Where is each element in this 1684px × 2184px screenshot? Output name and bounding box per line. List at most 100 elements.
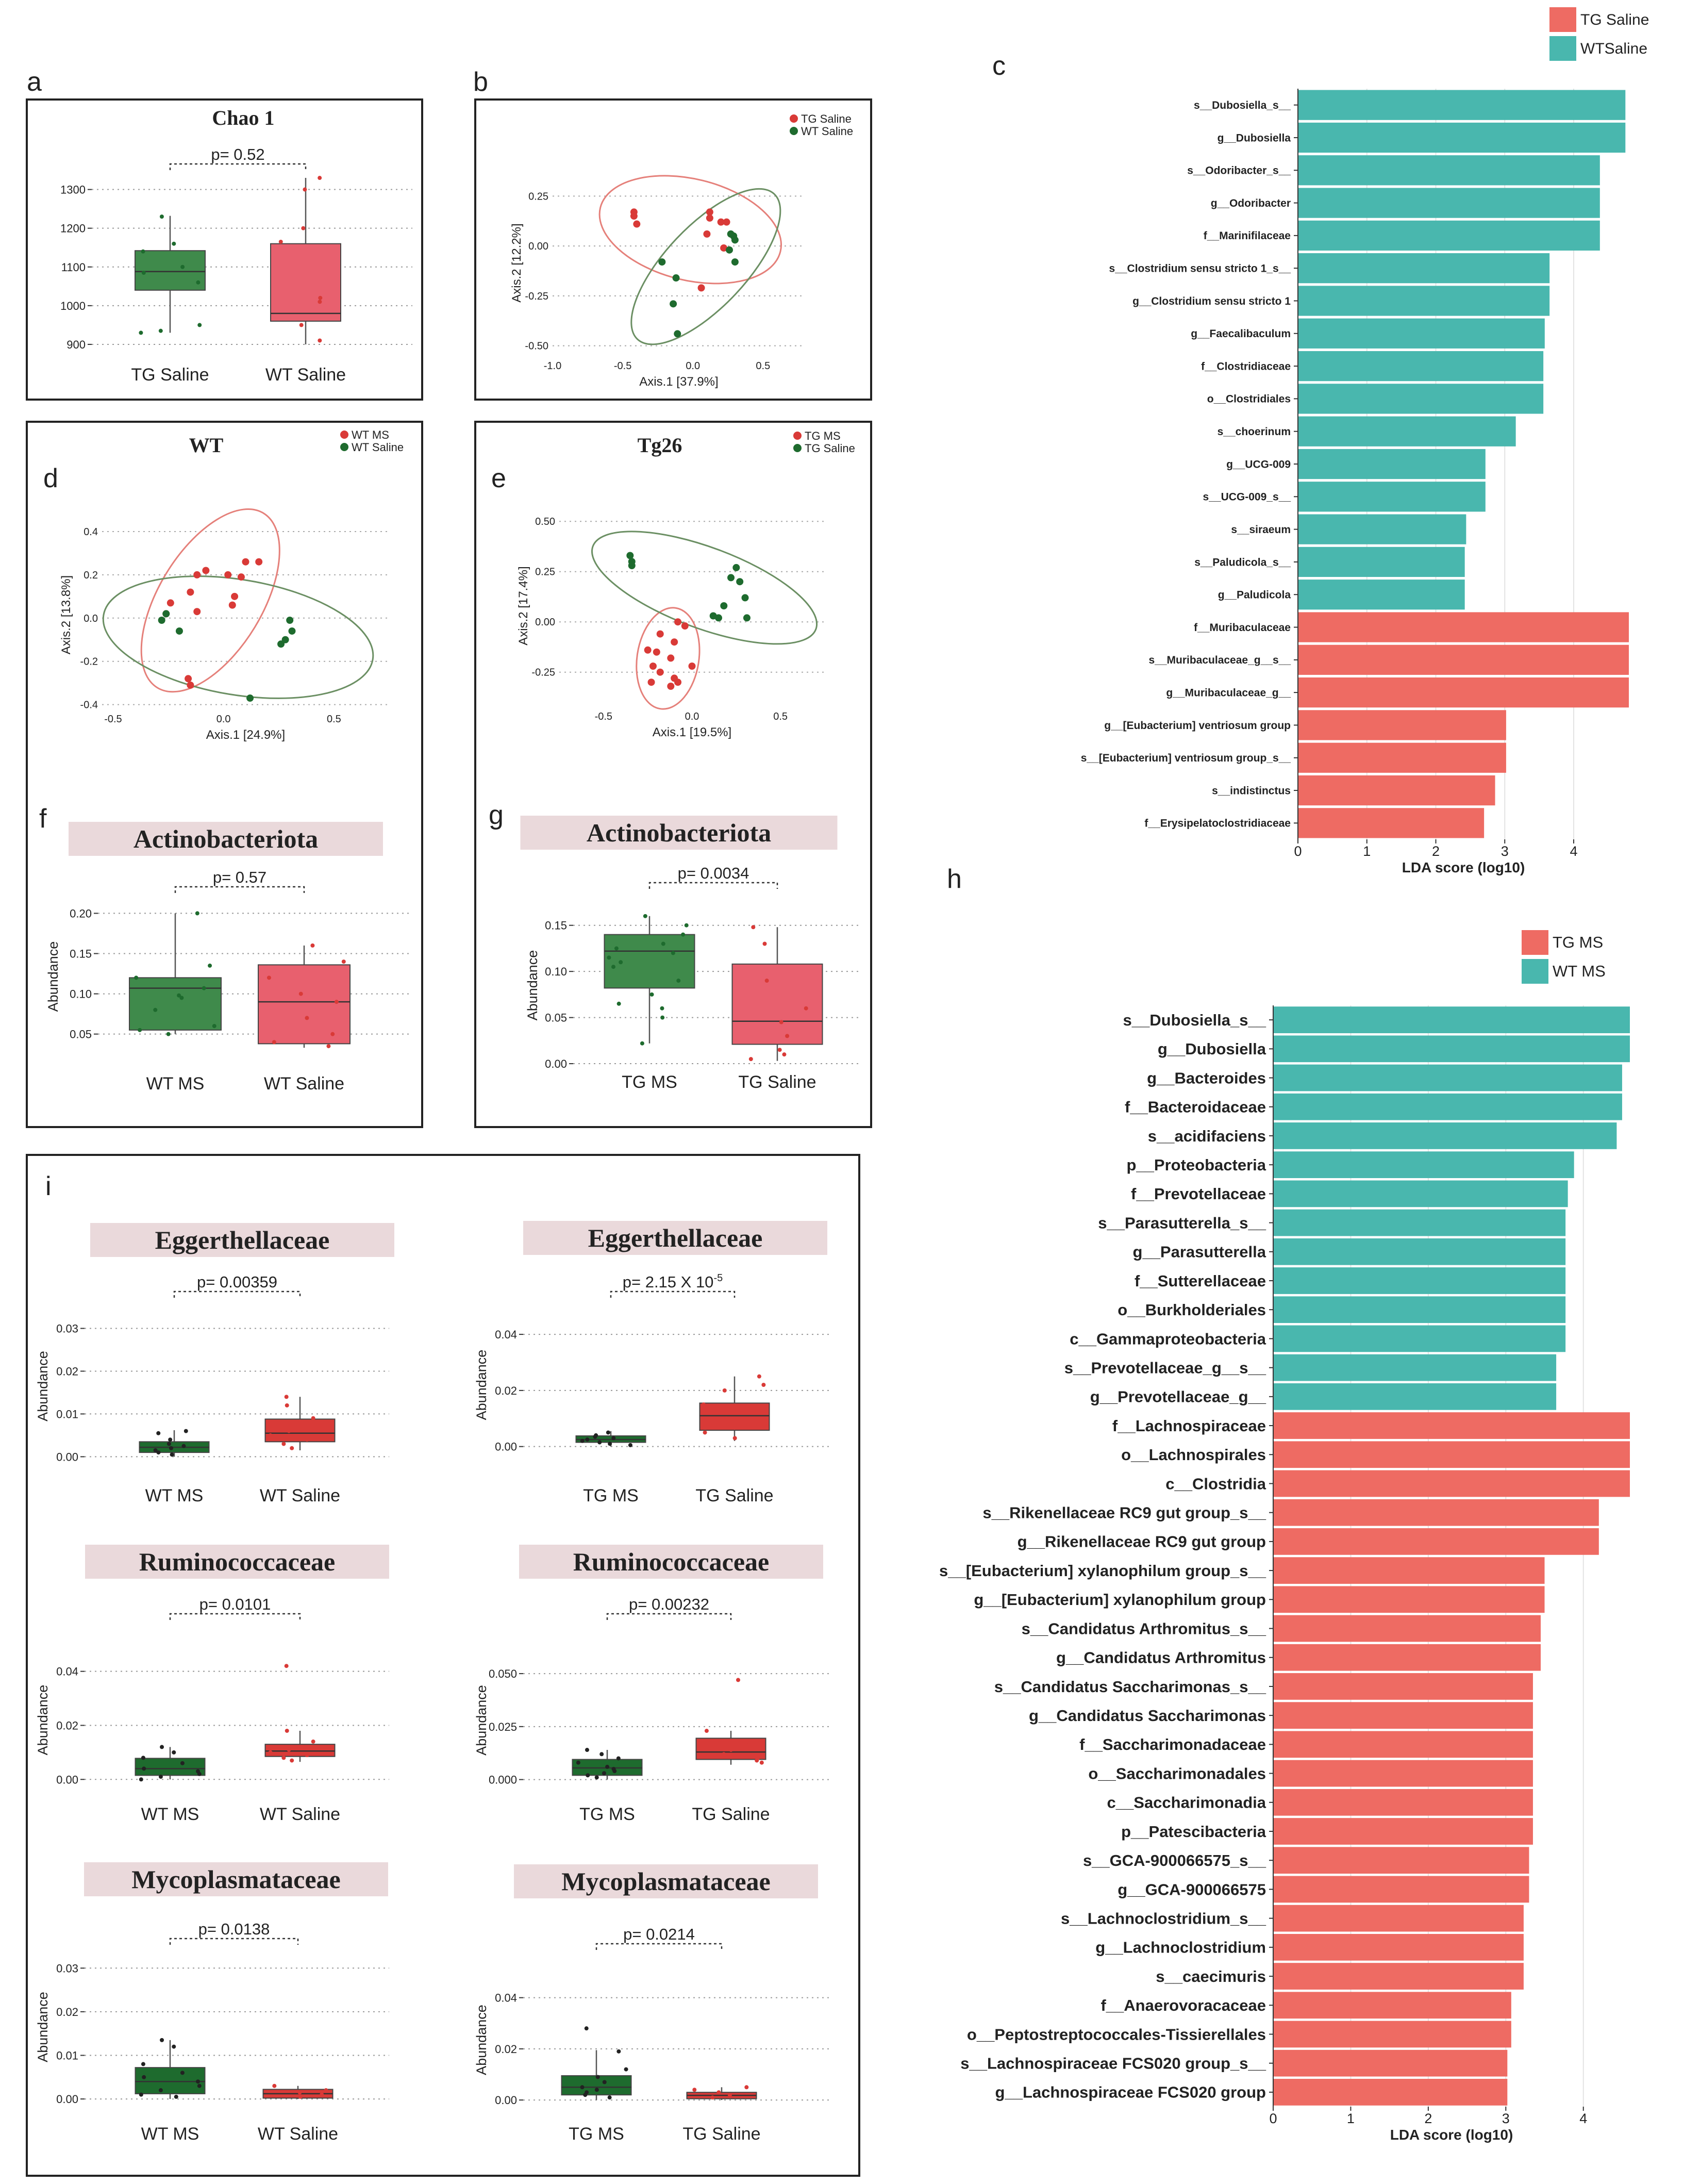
data-point xyxy=(272,1040,276,1045)
data-point-red xyxy=(688,663,696,670)
data-point-red xyxy=(202,567,210,574)
y-tick-label: -0.4 xyxy=(80,700,98,711)
panel-i-title-0-bg xyxy=(90,1223,394,1257)
data-point xyxy=(744,2085,749,2090)
lda-bar-label: f__Bacteroidaceae xyxy=(1125,1098,1266,1116)
lda-bar-label: o__Clostridiales xyxy=(1207,393,1291,405)
lda-bar-label: c__Gammaproteobacteria xyxy=(1070,1330,1266,1348)
data-point xyxy=(594,1775,599,1780)
data-point xyxy=(736,1678,740,1682)
data-point xyxy=(722,1752,726,1757)
y-tick-label: 0.4 xyxy=(84,526,98,538)
lda-bar-label: g__UCG-009 xyxy=(1226,458,1291,470)
data-point xyxy=(751,925,756,930)
data-point xyxy=(299,323,304,327)
data-point xyxy=(676,979,681,983)
data-point xyxy=(777,1048,782,1052)
box-wt-ms xyxy=(135,2067,206,2094)
data-point xyxy=(341,959,346,964)
data-point xyxy=(272,2083,277,2088)
legend-label-red: TG Saline xyxy=(801,112,852,125)
data-point xyxy=(139,330,143,335)
lda-bar xyxy=(1298,449,1486,479)
data-point xyxy=(727,2093,732,2097)
lda-bar-label: s__Prevotellaceae_g__s__ xyxy=(1064,1359,1266,1377)
legend-label: WT MS xyxy=(1553,962,1606,980)
lda-bar-label: s__UCG-009_s__ xyxy=(1203,491,1291,503)
lda-bar-label: f__Marinifilaceae xyxy=(1204,230,1291,242)
data-point xyxy=(608,1442,612,1446)
data-point-green xyxy=(731,258,739,266)
lda-bar-label: g__Lachnoclostridium xyxy=(1095,1939,1266,1957)
data-point xyxy=(153,1007,158,1012)
legend-dot-green xyxy=(340,443,348,451)
data-point xyxy=(759,1760,764,1765)
data-point xyxy=(170,1452,174,1457)
lda-bar-label: f__Clostridiaceae xyxy=(1201,360,1291,372)
significance-bracket xyxy=(169,163,307,170)
p-value: p= 2.15 X 10-5 xyxy=(623,1272,723,1291)
panel-i-border xyxy=(26,1154,860,2177)
lda-bar xyxy=(1298,742,1506,773)
x-tick-label: 3 xyxy=(1502,2111,1510,2126)
x-tick-label: TG MS xyxy=(579,1805,635,1824)
y-axis-label: Abundance xyxy=(35,1992,51,2062)
legend-label: TG Saline xyxy=(1580,11,1649,28)
x-tick-label: WT MS xyxy=(146,1074,205,1094)
lda-bar xyxy=(1298,710,1506,740)
data-point-red xyxy=(647,679,655,686)
data-point xyxy=(580,2085,585,2090)
x-tick-label: WT MS xyxy=(141,2124,199,2144)
data-point xyxy=(139,1777,143,1782)
x-tick-label: 4 xyxy=(1579,2111,1587,2126)
data-point xyxy=(710,2095,715,2100)
y-tick-label: 0.00 xyxy=(495,2094,517,2107)
data-point-red xyxy=(255,558,263,566)
y-axis-label: Abundance xyxy=(35,1685,51,1756)
data-point-red xyxy=(242,558,249,566)
confidence-ellipse-green xyxy=(630,188,781,345)
x-tick-label: -0.5 xyxy=(614,360,631,372)
data-point xyxy=(607,2095,612,2100)
lda-bar-label: f__Sutterellaceae xyxy=(1135,1272,1266,1290)
x-tick-label: TG MS xyxy=(569,2124,624,2144)
lda-bar xyxy=(1273,1354,1557,1381)
legend-label: TG MS xyxy=(1553,933,1603,951)
p-value: p= 0.00232 xyxy=(629,1595,709,1613)
data-point xyxy=(334,1000,339,1004)
data-point xyxy=(158,1775,163,1779)
x-tick-label: TG Saline xyxy=(692,1805,770,1824)
lda-bar-label: g__Candidatus Arthromitus xyxy=(1056,1649,1266,1667)
lda-bar-label: f__Anaerovoracaceae xyxy=(1101,1996,1266,2014)
y-axis-label: Axis.2 [17.4%] xyxy=(516,566,530,645)
legend-swatch xyxy=(1522,930,1548,955)
data-point xyxy=(142,1766,146,1771)
y-tick-label: 0.00 xyxy=(545,1057,567,1070)
data-point-red xyxy=(723,218,730,226)
data-point xyxy=(281,1756,286,1760)
data-point-green xyxy=(162,610,170,618)
lda-bar xyxy=(1273,1412,1630,1439)
y-tick-label: 0.00 xyxy=(495,1441,517,1453)
data-point xyxy=(172,241,176,246)
data-point-red xyxy=(649,663,657,670)
data-point-red xyxy=(697,284,705,292)
panel-eg-border xyxy=(474,421,872,1128)
data-point xyxy=(616,2049,621,2054)
lda-bar xyxy=(1273,1499,1599,1526)
lda-bar-label: g__Bacteroides xyxy=(1147,1069,1266,1087)
data-point xyxy=(298,991,303,996)
y-axis-label: Abundance xyxy=(45,941,61,1012)
y-tick-label: 0.04 xyxy=(56,1665,78,1678)
data-point xyxy=(748,1057,753,1062)
data-point-red xyxy=(187,588,194,596)
p-value: p= 0.57 xyxy=(213,868,266,886)
x-axis-label: Axis.1 [24.9%] xyxy=(206,728,285,742)
data-point xyxy=(134,975,139,980)
lda-bar-label: g__[Eubacterium] xylanophilum group xyxy=(974,1591,1266,1609)
data-point-red xyxy=(193,571,201,578)
legend-dot-red xyxy=(790,114,798,123)
box-tg-saline xyxy=(699,1402,770,1431)
x-tick-label: -1.0 xyxy=(544,360,561,372)
data-point-red xyxy=(237,573,245,581)
